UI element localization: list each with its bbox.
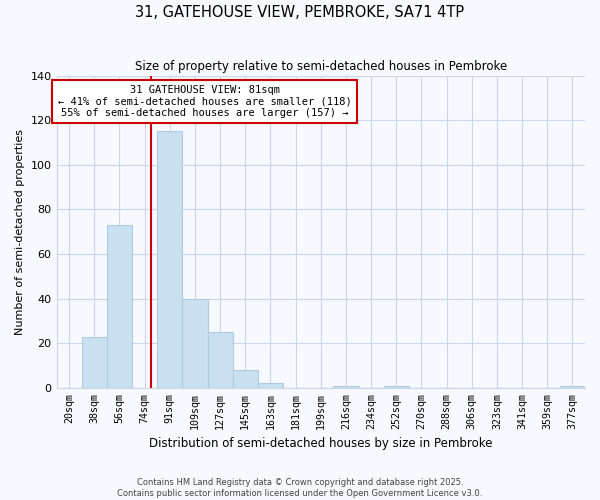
Bar — [233, 370, 258, 388]
Title: Size of property relative to semi-detached houses in Pembroke: Size of property relative to semi-detach… — [134, 60, 507, 73]
Text: 31 GATEHOUSE VIEW: 81sqm
← 41% of semi-detached houses are smaller (118)
55% of : 31 GATEHOUSE VIEW: 81sqm ← 41% of semi-d… — [58, 85, 352, 118]
Bar — [157, 132, 182, 388]
Bar — [334, 386, 359, 388]
Bar — [560, 386, 585, 388]
Bar — [107, 225, 132, 388]
X-axis label: Distribution of semi-detached houses by size in Pembroke: Distribution of semi-detached houses by … — [149, 437, 493, 450]
Bar — [182, 298, 208, 388]
Bar — [82, 336, 107, 388]
Bar — [258, 384, 283, 388]
Text: 31, GATEHOUSE VIEW, PEMBROKE, SA71 4TP: 31, GATEHOUSE VIEW, PEMBROKE, SA71 4TP — [136, 5, 464, 20]
Bar — [208, 332, 233, 388]
Text: Contains HM Land Registry data © Crown copyright and database right 2025.
Contai: Contains HM Land Registry data © Crown c… — [118, 478, 482, 498]
Y-axis label: Number of semi-detached properties: Number of semi-detached properties — [15, 128, 25, 334]
Bar — [383, 386, 409, 388]
